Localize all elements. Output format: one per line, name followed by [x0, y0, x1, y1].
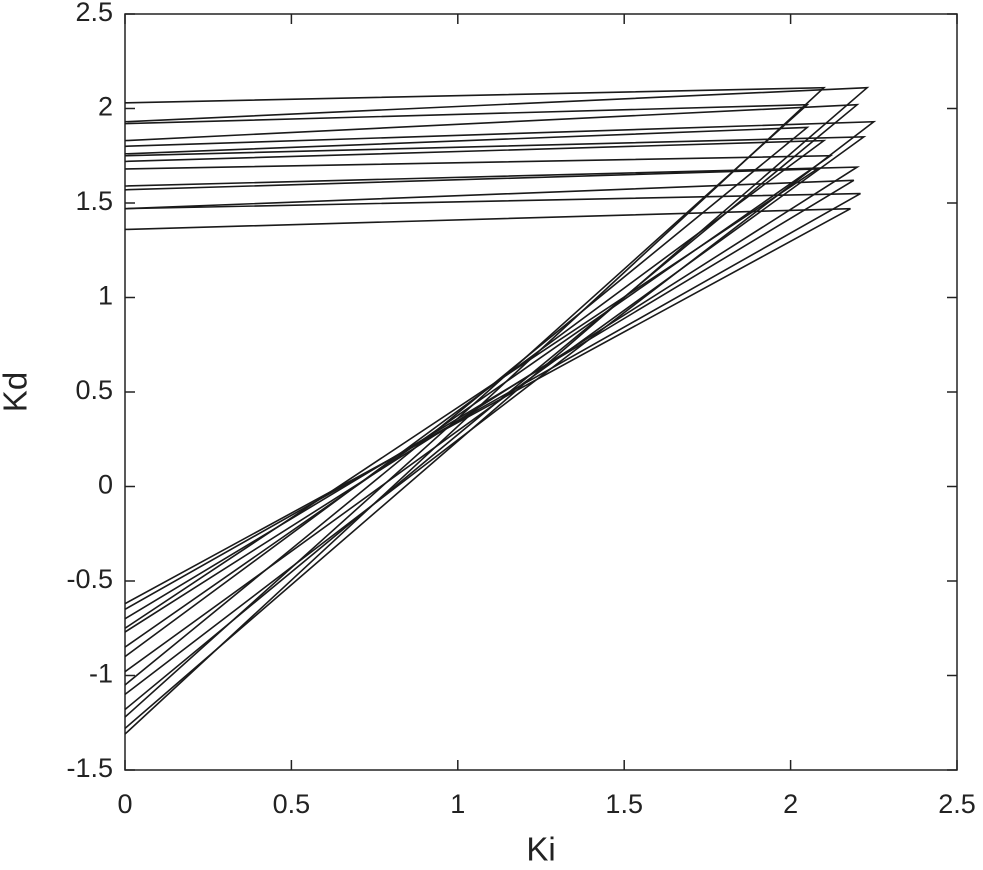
y-tick-label: 1: [98, 281, 113, 311]
series-line: [124, 192, 861, 611]
series-line: [124, 179, 855, 620]
series-line: [124, 168, 821, 629]
x-tick-label: 1.5: [605, 789, 643, 819]
y-tick-label: 0: [98, 470, 113, 500]
series-line: [124, 103, 810, 718]
y-tick-label: -1: [89, 659, 113, 689]
series-line: [124, 120, 877, 696]
x-tick-label: 2.5: [938, 789, 976, 819]
y-tick-label: 2.5: [75, 0, 113, 27]
x-axis-title: Ki: [526, 831, 555, 868]
y-axis-title: Kd: [0, 372, 34, 412]
series-line: [124, 135, 867, 673]
x-tick-label: 1: [450, 789, 465, 819]
series-line: [124, 207, 851, 605]
y-tick-label: -1.5: [66, 753, 113, 783]
y-tick-label: 0.5: [75, 375, 113, 405]
y-tick-label: 2: [98, 92, 113, 122]
x-tick-label: 2: [783, 789, 798, 819]
series-line: [124, 126, 810, 686]
series-line: [124, 139, 827, 658]
plot-frame: [124, 13, 958, 771]
y-tick-label: -0.5: [66, 564, 113, 594]
y-tick-label: 1.5: [75, 186, 113, 216]
series-line: [124, 86, 826, 735]
series-line: [124, 86, 870, 730]
series-line: [124, 166, 861, 633]
x-tick-label: 0.5: [273, 789, 311, 819]
x-tick-label: 0: [117, 789, 132, 819]
